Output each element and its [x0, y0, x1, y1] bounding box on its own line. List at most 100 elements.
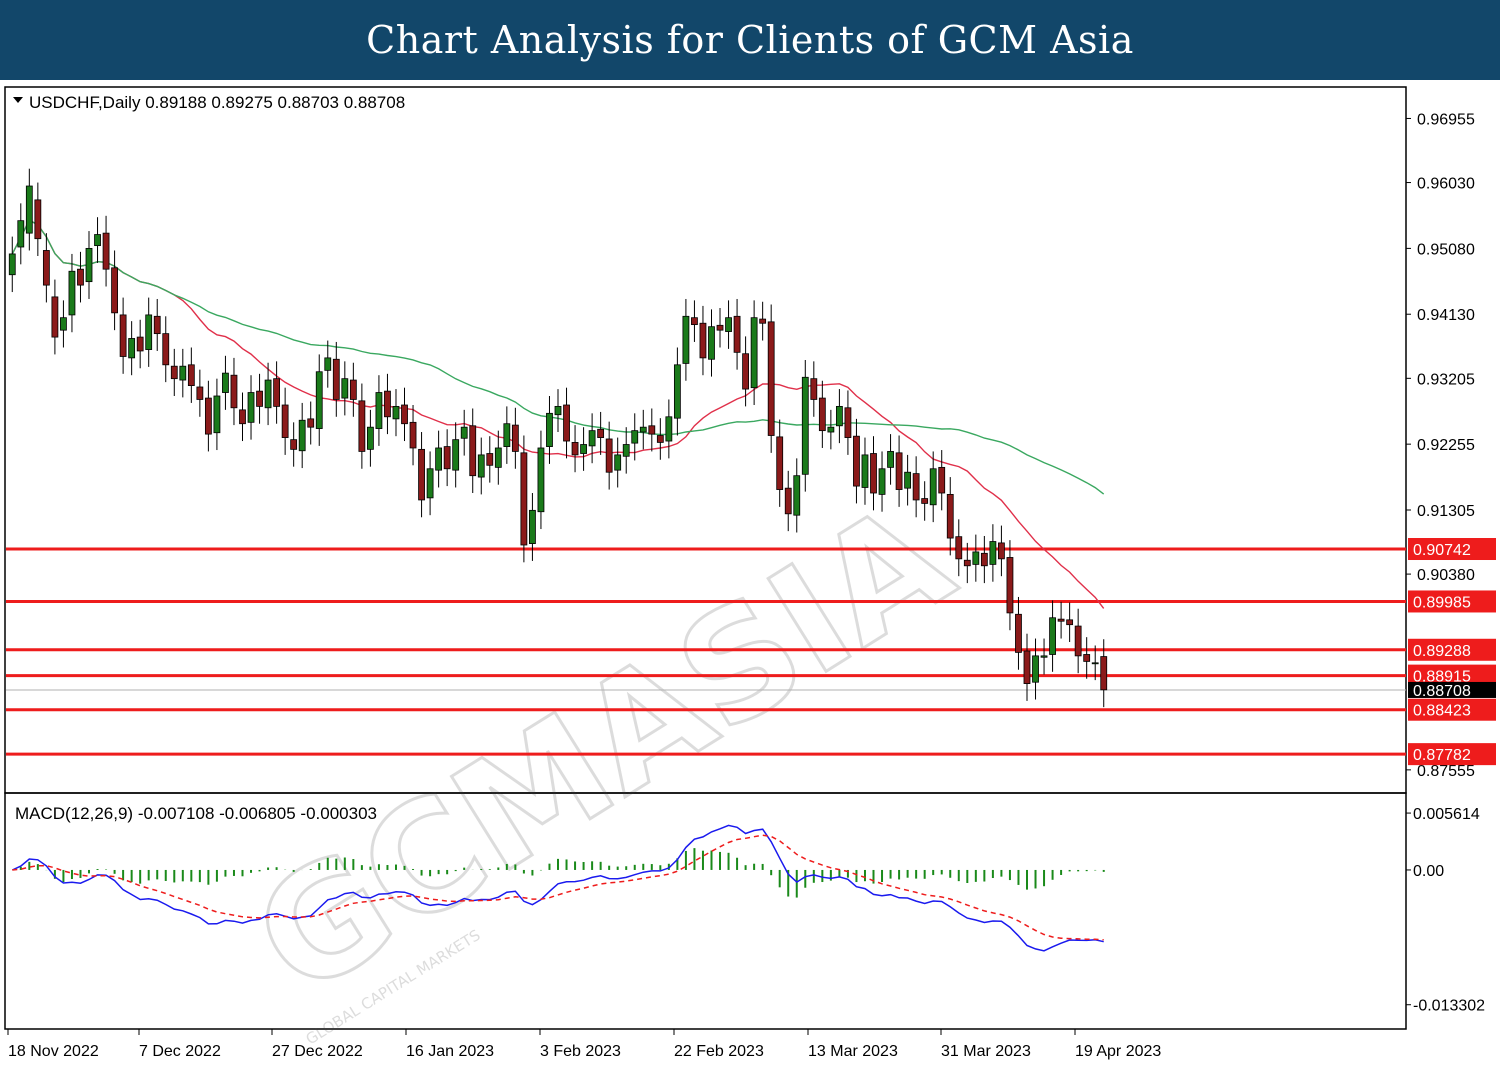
candle-117 — [1006, 540, 1014, 631]
candle-98 — [844, 390, 852, 455]
candle-65 — [563, 387, 570, 459]
candle-78 — [673, 347, 681, 436]
current-price-tag: 0.88708 — [1408, 681, 1496, 700]
date-axis: 18 Nov 2022 7 Dec 2022 27 Dec 2022 16 Jan 2… — [7, 1029, 1161, 1060]
svg-text:0.88423: 0.88423 — [1413, 703, 1471, 720]
watermark-brand: GCMASIA — [227, 470, 979, 1030]
candle-26 — [230, 357, 238, 426]
candle-74 — [639, 409, 647, 450]
candle-81 — [699, 305, 707, 376]
price-tick-label-7: 0.90380 — [1417, 567, 1475, 584]
level-tag-5: 0.87782 — [1408, 743, 1496, 766]
candle-97 — [835, 389, 843, 444]
candle-91 — [784, 470, 792, 532]
date-tick-label-8: 19 Apr 2023 — [1075, 1043, 1161, 1060]
candle-2 — [25, 168, 33, 251]
candle-93 — [801, 359, 809, 492]
candle-54 — [469, 408, 477, 494]
candle-115 — [989, 524, 997, 582]
macd-title: MACD(12,26,9) — [15, 804, 133, 823]
candle-124 — [1066, 602, 1074, 643]
candle-25 — [222, 355, 229, 410]
candle-88 — [759, 301, 767, 341]
macd-values: -0.007108 -0.006805 -0.000303 — [138, 804, 377, 823]
symbol-label: USDCHF,Daily — [29, 93, 141, 112]
candle-28 — [247, 375, 255, 440]
candle-127 — [1091, 645, 1099, 681]
dropdown-arrow-icon[interactable] — [13, 97, 23, 103]
candle-87 — [750, 300, 758, 406]
candle-60 — [520, 435, 528, 563]
candle-56 — [486, 436, 494, 483]
candle-33 — [290, 422, 298, 467]
candle-82 — [708, 309, 715, 377]
candle-22 — [196, 369, 204, 417]
candle-69 — [597, 411, 605, 455]
level-tag-4: 0.88423 — [1408, 698, 1496, 721]
candle-103 — [887, 434, 894, 485]
price-tick-label-0: 0.96955 — [1417, 111, 1475, 128]
price-tick-label-1: 0.96030 — [1417, 176, 1475, 193]
banner-title: Chart Analysis for Clients of GCM Asia — [0, 0, 1500, 80]
candle-52 — [452, 422, 460, 488]
candle-0 — [8, 236, 16, 293]
candle-83 — [716, 307, 724, 348]
candle-6 — [60, 300, 67, 348]
svg-text:0.87782: 0.87782 — [1413, 747, 1471, 764]
candle-27 — [239, 392, 246, 442]
ma-fast-line — [11, 219, 1105, 609]
price-tick-label-5: 0.92255 — [1417, 437, 1475, 454]
candle-62 — [537, 430, 545, 530]
candle-13 — [119, 297, 127, 374]
candle-41 — [358, 383, 366, 469]
candle-128 — [1100, 639, 1108, 708]
candle-45 — [392, 389, 400, 437]
macd-panel-frame — [4, 792, 1407, 1030]
candle-126 — [1083, 637, 1091, 679]
candle-34 — [298, 402, 306, 469]
candle-64 — [554, 389, 562, 433]
macd-tick-label-2: -0.013302 — [1413, 998, 1485, 1015]
ohlc-label: 0.89188 0.89275 0.88703 0.88708 — [145, 93, 405, 112]
svg-text:0.89288: 0.89288 — [1413, 643, 1471, 660]
candle-105 — [904, 454, 912, 506]
candle-118 — [1015, 596, 1022, 670]
candle-15 — [136, 319, 144, 369]
candle-120 — [1032, 638, 1039, 700]
candle-42 — [367, 409, 374, 467]
price-axis: 0.96955 0.96030 0.95080 0.94130 0.93205 0.922… — [1406, 111, 1475, 780]
level-tag-2: 0.89288 — [1408, 638, 1496, 661]
candle-122 — [1049, 600, 1056, 672]
candle-51 — [443, 429, 451, 487]
chart-area[interactable]: GCMASIA GLOBAL CAPITAL MARKETS 0.0056140… — [0, 80, 1500, 1071]
macd-tick-label-0: 0.005614 — [1413, 806, 1480, 823]
date-tick-label-5: 22 Feb 2023 — [674, 1043, 764, 1060]
candle-70 — [605, 421, 613, 490]
candle-71 — [614, 437, 622, 488]
candle-107 — [921, 481, 929, 521]
candle-121 — [1040, 638, 1048, 675]
candle-11 — [102, 215, 110, 287]
price-tick-label-2: 0.95080 — [1417, 241, 1475, 258]
candle-77 — [665, 399, 673, 459]
candle-44 — [384, 373, 391, 435]
candle-113 — [972, 534, 980, 582]
candle-21 — [187, 347, 195, 403]
level-lines — [6, 547, 1406, 756]
candle-67 — [580, 427, 587, 471]
candle-108 — [929, 451, 937, 523]
candle-84 — [725, 300, 732, 349]
date-tick-label-6: 13 Mar 2023 — [808, 1043, 898, 1060]
candle-18 — [162, 316, 170, 383]
macd-header: MACD(12,26,9) -0.007108 -0.006805 -0.000… — [15, 804, 377, 823]
candle-85 — [733, 298, 741, 370]
candle-106 — [912, 456, 920, 518]
candle-10 — [94, 217, 101, 263]
level-tag-3: 0.88915 — [1408, 664, 1496, 687]
candle-7 — [68, 253, 76, 333]
macd-series: 0.005614 0.00 -0.013302 — [11, 806, 1485, 1015]
price-header: USDCHF,Daily 0.89188 0.89275 0.88703 0.8… — [29, 93, 405, 112]
candle-79 — [682, 298, 690, 381]
candle-116 — [998, 525, 1005, 577]
candle-111 — [955, 519, 963, 577]
